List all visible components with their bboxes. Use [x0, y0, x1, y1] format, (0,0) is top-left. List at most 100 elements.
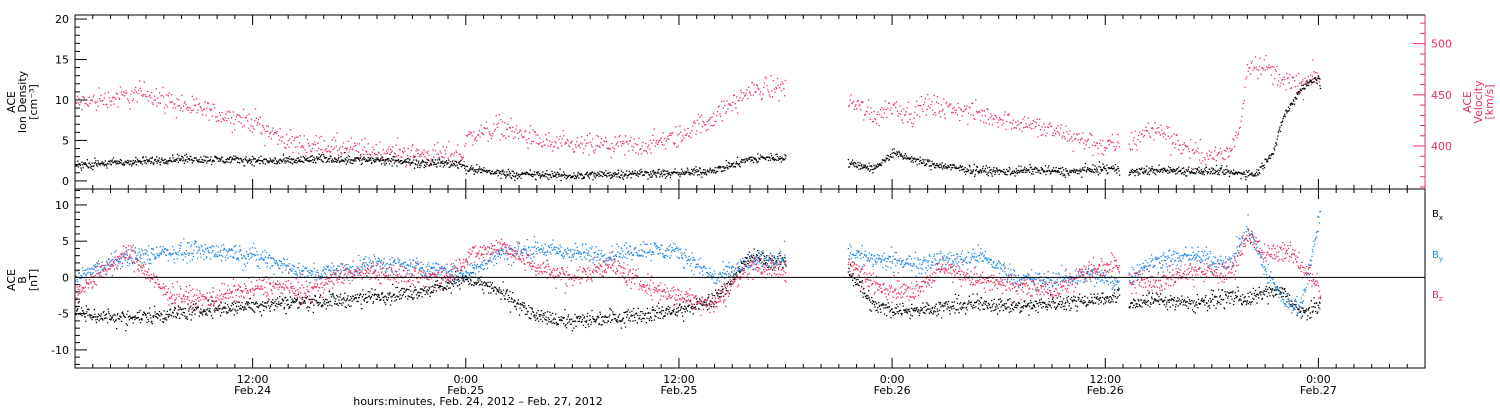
- bx-series-point: [764, 255, 766, 258]
- velocity-series-point: [357, 151, 359, 153]
- bx-series-point: [248, 306, 250, 308]
- bx-series-point: [127, 310, 129, 312]
- velocity-series-point: [532, 129, 534, 131]
- density-series-point: [1194, 172, 1196, 174]
- velocity-series-point: [219, 114, 221, 116]
- density-series-point: [375, 160, 377, 162]
- density-series-point: [582, 177, 584, 180]
- bx-series-point: [428, 288, 431, 290]
- bx-series-point: [185, 317, 188, 319]
- velocity-series-point: [899, 113, 902, 115]
- velocity-series-point: [784, 79, 787, 82]
- density-series-point: [1177, 168, 1179, 170]
- density-series-point: [701, 176, 703, 178]
- bx-series-point: [425, 290, 427, 292]
- velocity-series-point: [648, 148, 651, 150]
- bx-series-point: [205, 312, 207, 314]
- density-series-point: [779, 155, 781, 158]
- velocity-series-point: [878, 125, 880, 127]
- bx-series-point: [556, 324, 558, 326]
- bx-series-point: [433, 289, 435, 291]
- bx-series-point: [233, 314, 236, 316]
- density-series-point: [362, 158, 365, 160]
- bx-series-point: [488, 292, 490, 294]
- density-series-point: [1277, 131, 1279, 134]
- density-series-point: [118, 160, 120, 163]
- velocity-series-point: [615, 144, 617, 146]
- velocity-series-point: [869, 118, 871, 120]
- bx-series-point: [91, 314, 93, 316]
- bx-series-point: [743, 267, 745, 270]
- density-series-point: [240, 157, 242, 160]
- bx-series-point: [311, 301, 313, 303]
- density-series-point: [1197, 169, 1199, 171]
- bx-series-point: [499, 292, 501, 294]
- velocity-series-point: [1190, 139, 1192, 141]
- velocity-series-point: [1250, 62, 1253, 64]
- velocity-series-point: [546, 139, 548, 141]
- bx-series-point: [561, 319, 563, 321]
- density-series-point: [689, 174, 691, 176]
- bx-series-point: [676, 307, 678, 310]
- velocity-series-point: [330, 151, 332, 153]
- density-series-point: [1003, 168, 1005, 171]
- bx-series-point: [214, 311, 216, 313]
- density-series-point: [423, 166, 425, 169]
- velocity-series-point: [466, 135, 468, 137]
- velocity-series-point: [1297, 85, 1299, 87]
- velocity-series-point: [506, 128, 508, 130]
- velocity-series-point: [1203, 156, 1205, 159]
- density-series-point: [102, 163, 104, 165]
- velocity-series-point: [1256, 68, 1258, 71]
- bx-series-point: [220, 302, 222, 304]
- density-series-point: [674, 171, 676, 173]
- bx-series-point: [468, 274, 471, 276]
- bx-series-point: [107, 308, 109, 310]
- density-series-point: [950, 169, 952, 171]
- velocity-series-point: [664, 137, 666, 140]
- density-series-point: [451, 161, 454, 163]
- bx-series-point: [720, 290, 722, 292]
- velocity-series-point: [533, 141, 535, 143]
- bx-series-point: [126, 313, 128, 316]
- bx-series-point: [346, 299, 348, 301]
- velocity-series-point: [1241, 116, 1243, 118]
- velocity-series-point: [762, 93, 764, 95]
- velocity-series-point: [186, 106, 189, 109]
- velocity-series-point: [1147, 122, 1149, 124]
- velocity-series-point: [1174, 147, 1176, 149]
- velocity-series-point: [607, 147, 609, 149]
- velocity-series-point: [996, 121, 998, 124]
- velocity-series-point: [161, 94, 163, 96]
- bx-series-point: [715, 301, 717, 303]
- velocity-series-point: [212, 103, 214, 106]
- bx-series-point: [528, 305, 530, 307]
- velocity-series-point: [1009, 122, 1011, 124]
- density-series-point: [1031, 168, 1033, 170]
- density-series-point: [655, 175, 657, 177]
- density-series-point: [166, 161, 168, 163]
- velocity-series-point: [186, 108, 188, 110]
- density-series-point: [167, 160, 169, 162]
- density-series-point: [483, 167, 485, 169]
- velocity-series-point: [739, 96, 741, 99]
- velocity-series-point: [909, 118, 911, 121]
- bx-series-point: [771, 255, 773, 257]
- bx-series-point: [450, 281, 452, 283]
- velocity-series-point: [688, 135, 691, 137]
- velocity-series-point: [1210, 154, 1212, 156]
- bx-series-point: [457, 278, 459, 280]
- density-series-point: [501, 171, 504, 173]
- velocity-series-point: [381, 158, 384, 160]
- density-series-point: [724, 169, 726, 172]
- velocity-series-point: [289, 138, 291, 140]
- density-series-point: [508, 171, 511, 173]
- velocity-series-point: [1185, 145, 1187, 147]
- velocity-series-point: [1079, 141, 1081, 144]
- bx-series-point: [240, 308, 242, 310]
- velocity-series-point: [636, 144, 639, 146]
- bx-series-point: [93, 316, 95, 318]
- density-series-point: [1022, 171, 1024, 173]
- bx-series-point: [290, 301, 293, 304]
- velocity-series-point: [672, 142, 675, 144]
